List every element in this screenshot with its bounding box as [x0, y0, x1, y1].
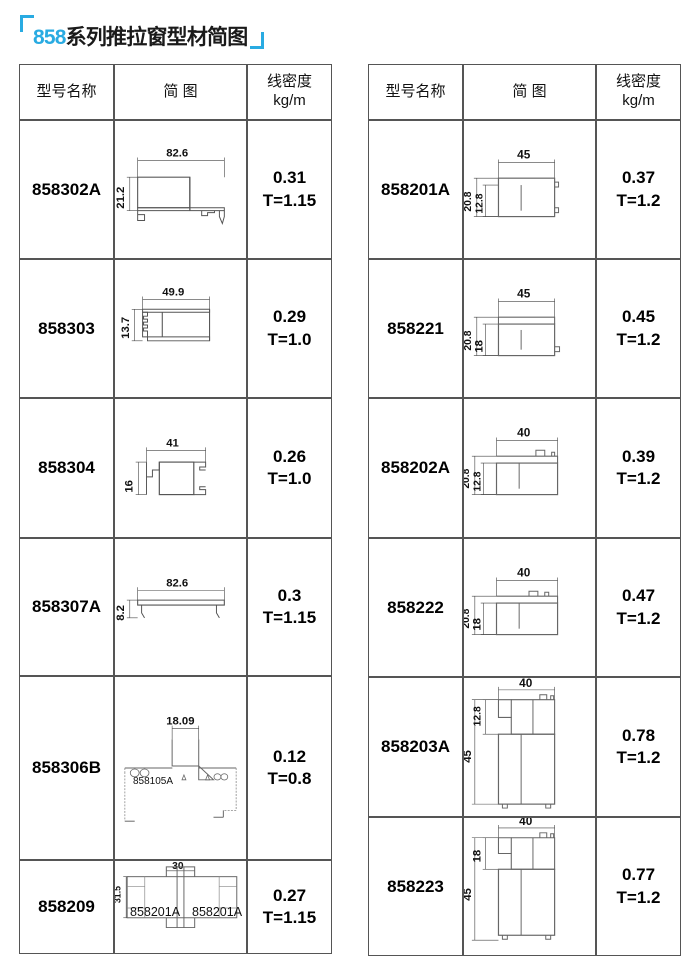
svg-text:49.9: 49.9: [162, 287, 184, 299]
svg-text:18: 18: [472, 850, 484, 863]
svg-text:20.8: 20.8: [464, 468, 472, 488]
svg-text:12.8: 12.8: [473, 706, 484, 726]
svg-text:13.7: 13.7: [120, 317, 132, 339]
svg-text:40: 40: [519, 678, 533, 690]
svg-text:20.8: 20.8: [464, 608, 472, 628]
svg-text:8.2: 8.2: [115, 605, 127, 621]
svg-text:20.8: 20.8: [464, 330, 474, 350]
svg-text:45: 45: [464, 888, 474, 901]
svg-text:12.8: 12.8: [475, 193, 486, 213]
svg-text:18: 18: [474, 340, 486, 353]
svg-text:16: 16: [124, 480, 136, 493]
svg-text:18: 18: [472, 618, 484, 631]
svg-text:31.5: 31.5: [115, 886, 122, 903]
svg-text:45: 45: [464, 750, 474, 763]
svg-text:82.6: 82.6: [166, 148, 188, 160]
svg-text:45: 45: [517, 147, 531, 161]
svg-text:21.2: 21.2: [115, 187, 127, 209]
svg-text:41: 41: [166, 437, 179, 449]
svg-text:20.8: 20.8: [464, 191, 474, 211]
svg-text:45: 45: [517, 286, 531, 300]
svg-text:40: 40: [519, 818, 533, 828]
svg-text:18.09: 18.09: [166, 716, 194, 728]
svg-text:40: 40: [517, 425, 531, 439]
svg-text:82.6: 82.6: [166, 577, 188, 589]
svg-text:12.8: 12.8: [473, 471, 484, 491]
svg-text:40: 40: [517, 565, 531, 579]
